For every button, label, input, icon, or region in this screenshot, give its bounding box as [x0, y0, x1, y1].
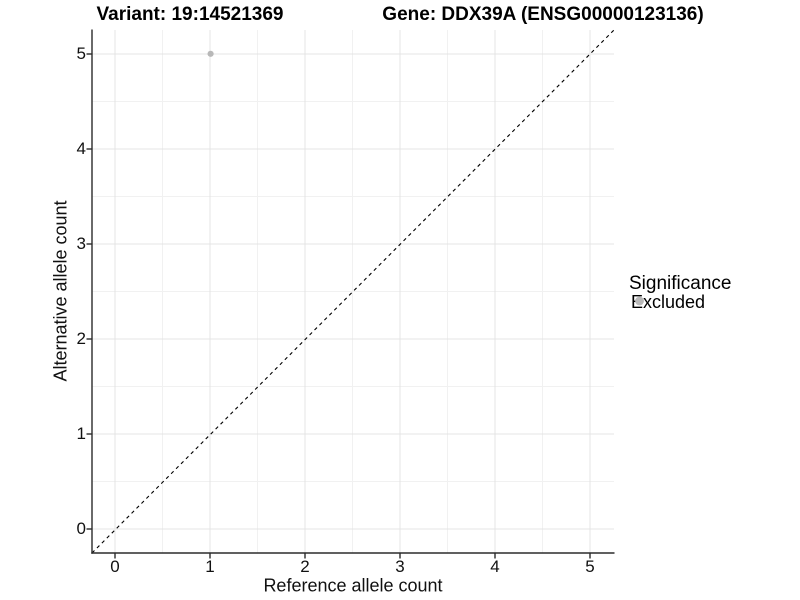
y-axis-title: Alternative allele count	[50, 200, 71, 382]
legend-item-label: Excluded	[631, 292, 706, 312]
x-axis-title: Reference allele count	[263, 575, 443, 596]
x-tick-label: 2	[300, 557, 310, 576]
grid-minor	[92, 30, 614, 553]
axis-lines	[91, 29, 615, 554]
plot-title-variant: Variant: 19:14521369	[96, 4, 284, 25]
legend-title: Significance	[629, 273, 732, 294]
y-tick-label: 2	[76, 329, 86, 348]
y-tick-label: 3	[76, 234, 86, 253]
plot-title-gene: Gene: DDX39A (ENSG00000123136)	[382, 4, 704, 25]
y-tick-label: 4	[76, 139, 86, 158]
y-tick-label: 0	[76, 519, 86, 538]
x-tick-label: 5	[585, 557, 595, 576]
y-tick-label: 5	[76, 44, 86, 63]
x-tick-label: 1	[205, 557, 215, 576]
data-point-excluded	[207, 50, 214, 57]
x-tick-label: 3	[395, 557, 405, 576]
grid-major	[92, 30, 614, 553]
x-tick-label: 4	[490, 557, 500, 576]
y-tick-label: 1	[76, 424, 86, 443]
axis-ticks	[86, 53, 591, 559]
legend-item-excluded: Excluded	[631, 292, 705, 313]
x-tick-label: 0	[110, 557, 120, 576]
excluded-dot-icon	[635, 296, 644, 306]
